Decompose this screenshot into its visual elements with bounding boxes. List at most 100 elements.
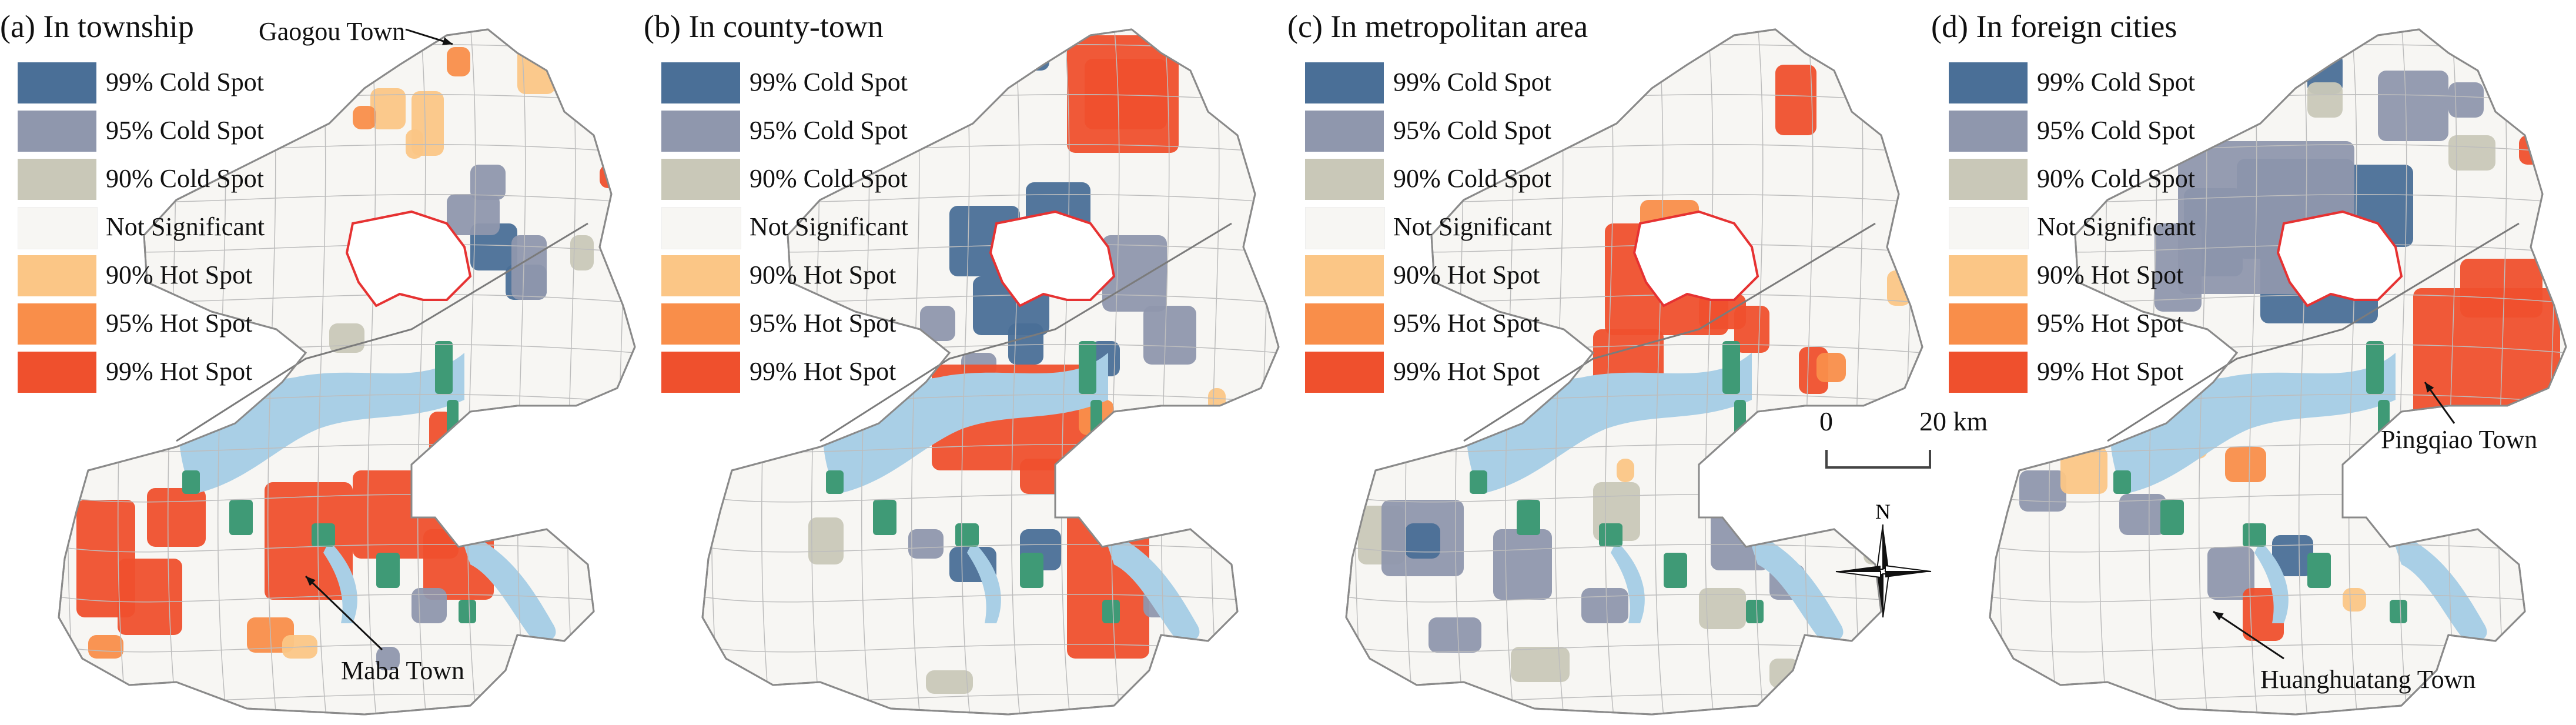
green-land [1746, 600, 1764, 623]
scale-bar: 0 20 km [1819, 406, 2013, 488]
hotspot-region [1511, 647, 1570, 682]
hotspot-region [147, 488, 206, 547]
legend-label: Not Significant [1393, 212, 1553, 241]
green-land [312, 523, 335, 547]
green-land [1079, 341, 1096, 394]
green-land [376, 553, 400, 588]
hotspot-region [118, 559, 182, 635]
hotspot-region [1208, 388, 1226, 412]
legend-swatch [661, 352, 740, 393]
legend-label: 99% Cold Spot [750, 68, 908, 96]
legend-swatch [18, 159, 96, 200]
map-panel-metropolitan-area: (c) In metropolitan area 99% Cold Spot 95… [1287, 0, 1931, 725]
hotspot-region [370, 88, 406, 129]
panel-title: (a) In township [0, 9, 194, 44]
annotation-pingqiao-town: Pingqiao Town [2381, 425, 2538, 454]
legend-label: 95% Hot Spot [1393, 309, 1540, 338]
legend-swatch [661, 111, 740, 152]
urban-core-outline [989, 210, 1116, 308]
hotspot-region [2060, 447, 2107, 494]
legend-swatch [18, 352, 96, 393]
legend-swatch [661, 255, 740, 296]
green-land [1517, 500, 1540, 535]
annotation-gaogou-town: Gaogou Town [259, 17, 406, 46]
hotspot-region [591, 50, 614, 103]
hotspot-region [570, 235, 594, 270]
north-arrow: N [1831, 494, 1943, 629]
urban-core-outline [345, 210, 472, 308]
legend-swatch [1305, 352, 1384, 393]
green-land [2160, 500, 2184, 535]
hotspot-region [517, 29, 544, 50]
legend-swatch [1949, 303, 2028, 345]
scale-start-label: 0 [1819, 406, 1833, 436]
legend-swatch [661, 303, 740, 345]
map-panel-foreign-cities: (d) In foreign cities 99% Cold Spot 95% C… [1931, 0, 2575, 725]
legend-label: 90% Cold Spot [1393, 164, 1551, 193]
green-land [182, 470, 200, 494]
map-panel-township: (a) In township 99% Cold Spot 95% Cold Sp… [0, 0, 644, 725]
hotspot-region [2225, 447, 2266, 482]
hotspot-map-foreign-cities [1989, 28, 2567, 716]
legend-label: 95% Hot Spot [750, 309, 896, 338]
legend-swatch [661, 207, 741, 249]
legend-label: 99% Hot Spot [2037, 357, 2184, 386]
green-land [229, 500, 253, 535]
green-land [1599, 523, 1622, 547]
hotspot-region [1149, 412, 1173, 447]
legend-swatch [661, 62, 740, 103]
legend-label: 99% Cold Spot [2037, 68, 2195, 96]
green-land [2366, 341, 2384, 394]
green-land [459, 600, 476, 623]
hotspot-region [470, 165, 506, 200]
legend-label: 95% Cold Spot [1393, 116, 1551, 145]
hotspot-region [1102, 235, 1167, 312]
green-land [1664, 553, 1687, 588]
legend-label: 95% Cold Spot [750, 116, 908, 145]
hotspot-region [406, 129, 423, 159]
green-land [2390, 600, 2407, 623]
green-land [1470, 470, 1487, 494]
legend-swatch [1305, 303, 1384, 345]
legend-label: 90% Cold Spot [106, 164, 264, 193]
green-land [2307, 553, 2331, 588]
hotspot-region [2460, 259, 2542, 318]
hotspot-map-county-town [701, 28, 1280, 716]
legend-label: 99% Cold Spot [106, 68, 264, 96]
green-land [955, 523, 979, 547]
hotspot-region [265, 482, 353, 600]
legend-swatch [18, 207, 98, 249]
hotspot-region [2343, 588, 2366, 612]
hotspot-region [1617, 459, 1634, 482]
hotspot-region [2019, 470, 2066, 512]
legend-swatch [1949, 255, 2028, 296]
legend-swatch [1949, 111, 2028, 152]
hotspot-region [2448, 135, 2495, 171]
scale-end-label: 20 km [1919, 406, 1988, 436]
north-label: N [1875, 500, 1891, 523]
urban-core-outline [2276, 210, 2403, 308]
legend-label: 99% Hot Spot [750, 357, 896, 386]
legend-label: 90% Hot Spot [1393, 260, 1540, 289]
hotspot-region [1143, 306, 1196, 365]
hotspot-region [1581, 588, 1628, 623]
hotspot-region [926, 670, 973, 694]
legend-swatch [18, 62, 96, 103]
hotspot-region [808, 517, 844, 564]
legend-swatch [18, 303, 96, 345]
green-land [873, 500, 896, 535]
hotspot-region [908, 529, 944, 559]
green-land [1102, 600, 1120, 623]
hotspot-region [1816, 353, 1846, 382]
legend-swatch [1949, 207, 2029, 249]
hotspot-region [920, 306, 955, 341]
urban-core-outline [1632, 210, 1759, 308]
legend-swatch [1305, 255, 1384, 296]
legend-swatch [1305, 111, 1384, 152]
legend-swatch [18, 255, 96, 296]
hotspot-region [1008, 323, 1043, 365]
green-land [2113, 470, 2131, 494]
hotspot-region [2448, 82, 2484, 118]
legend-label: 95% Hot Spot [106, 309, 253, 338]
map-panel-county-town: (b) In county-town 99% Cold Spot 95% Cold… [644, 0, 1287, 725]
